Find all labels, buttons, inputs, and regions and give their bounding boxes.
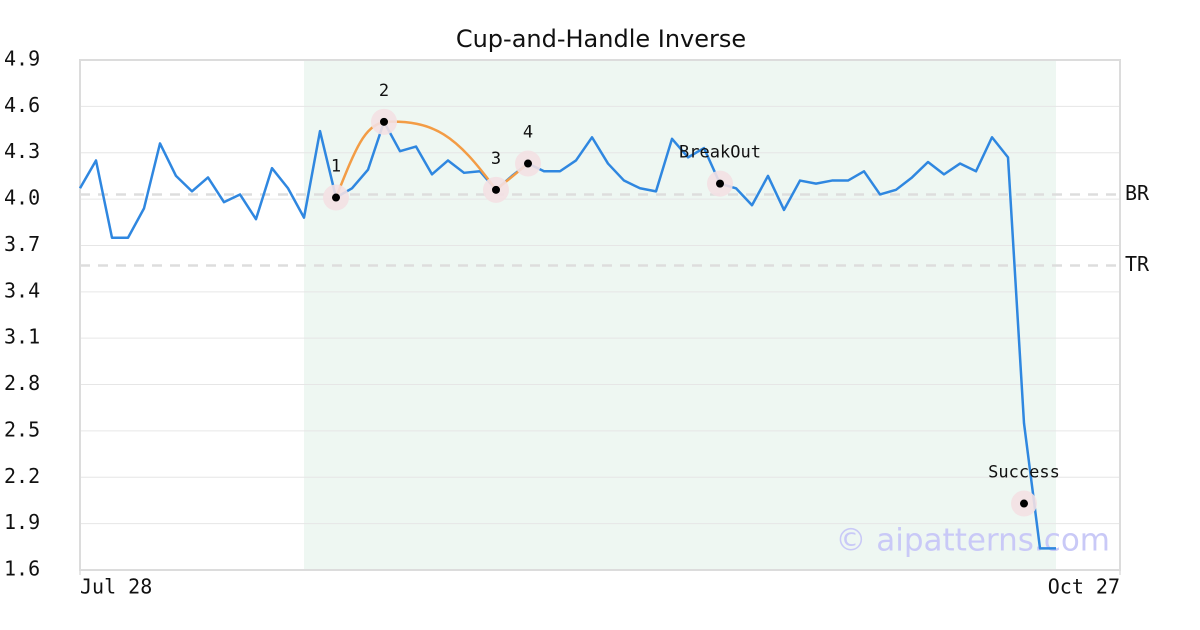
pattern-point xyxy=(716,179,724,188)
y-tick-label: 3.4 xyxy=(4,278,40,302)
y-tick-label: 2.5 xyxy=(4,417,40,441)
pattern-label: 2 xyxy=(379,81,389,101)
y-tick-label: 2.8 xyxy=(4,371,40,395)
plot-frame xyxy=(79,59,1121,571)
pattern-label: 4 xyxy=(523,123,533,143)
level-label: BR xyxy=(1125,181,1150,205)
pattern-point xyxy=(380,117,388,126)
price-line xyxy=(78,120,1056,550)
level-label: TR xyxy=(1125,252,1150,276)
y-tick-label: 4.3 xyxy=(4,139,40,163)
pattern-label: Success xyxy=(988,463,1060,483)
pattern-label: BreakOut xyxy=(679,143,761,163)
y-tick-label: 3.1 xyxy=(4,325,40,349)
y-tick-label: 1.9 xyxy=(4,510,40,534)
y-tick-label: 4.9 xyxy=(4,47,40,71)
watermark: © aipatterns.com xyxy=(835,523,1110,559)
highlight-region xyxy=(304,60,1056,570)
x-tick-label: Oct 27 xyxy=(1048,575,1120,599)
pattern-label: 1 xyxy=(331,157,341,177)
pattern-point xyxy=(1020,499,1028,508)
pattern-point xyxy=(524,159,532,168)
y-tick-label: 2.2 xyxy=(4,464,40,488)
chart-title: Cup-and-Handle Inverse xyxy=(456,25,746,53)
pattern-point xyxy=(332,193,340,202)
y-tick-label: 4.0 xyxy=(4,186,40,210)
pattern-point xyxy=(492,185,500,194)
y-tick-label: 1.6 xyxy=(4,557,40,581)
y-tick-label: 3.7 xyxy=(4,232,40,256)
x-tick-label: Jul 28 xyxy=(80,575,152,599)
pattern-label: 3 xyxy=(491,149,501,169)
y-tick-label: 4.6 xyxy=(4,93,40,117)
